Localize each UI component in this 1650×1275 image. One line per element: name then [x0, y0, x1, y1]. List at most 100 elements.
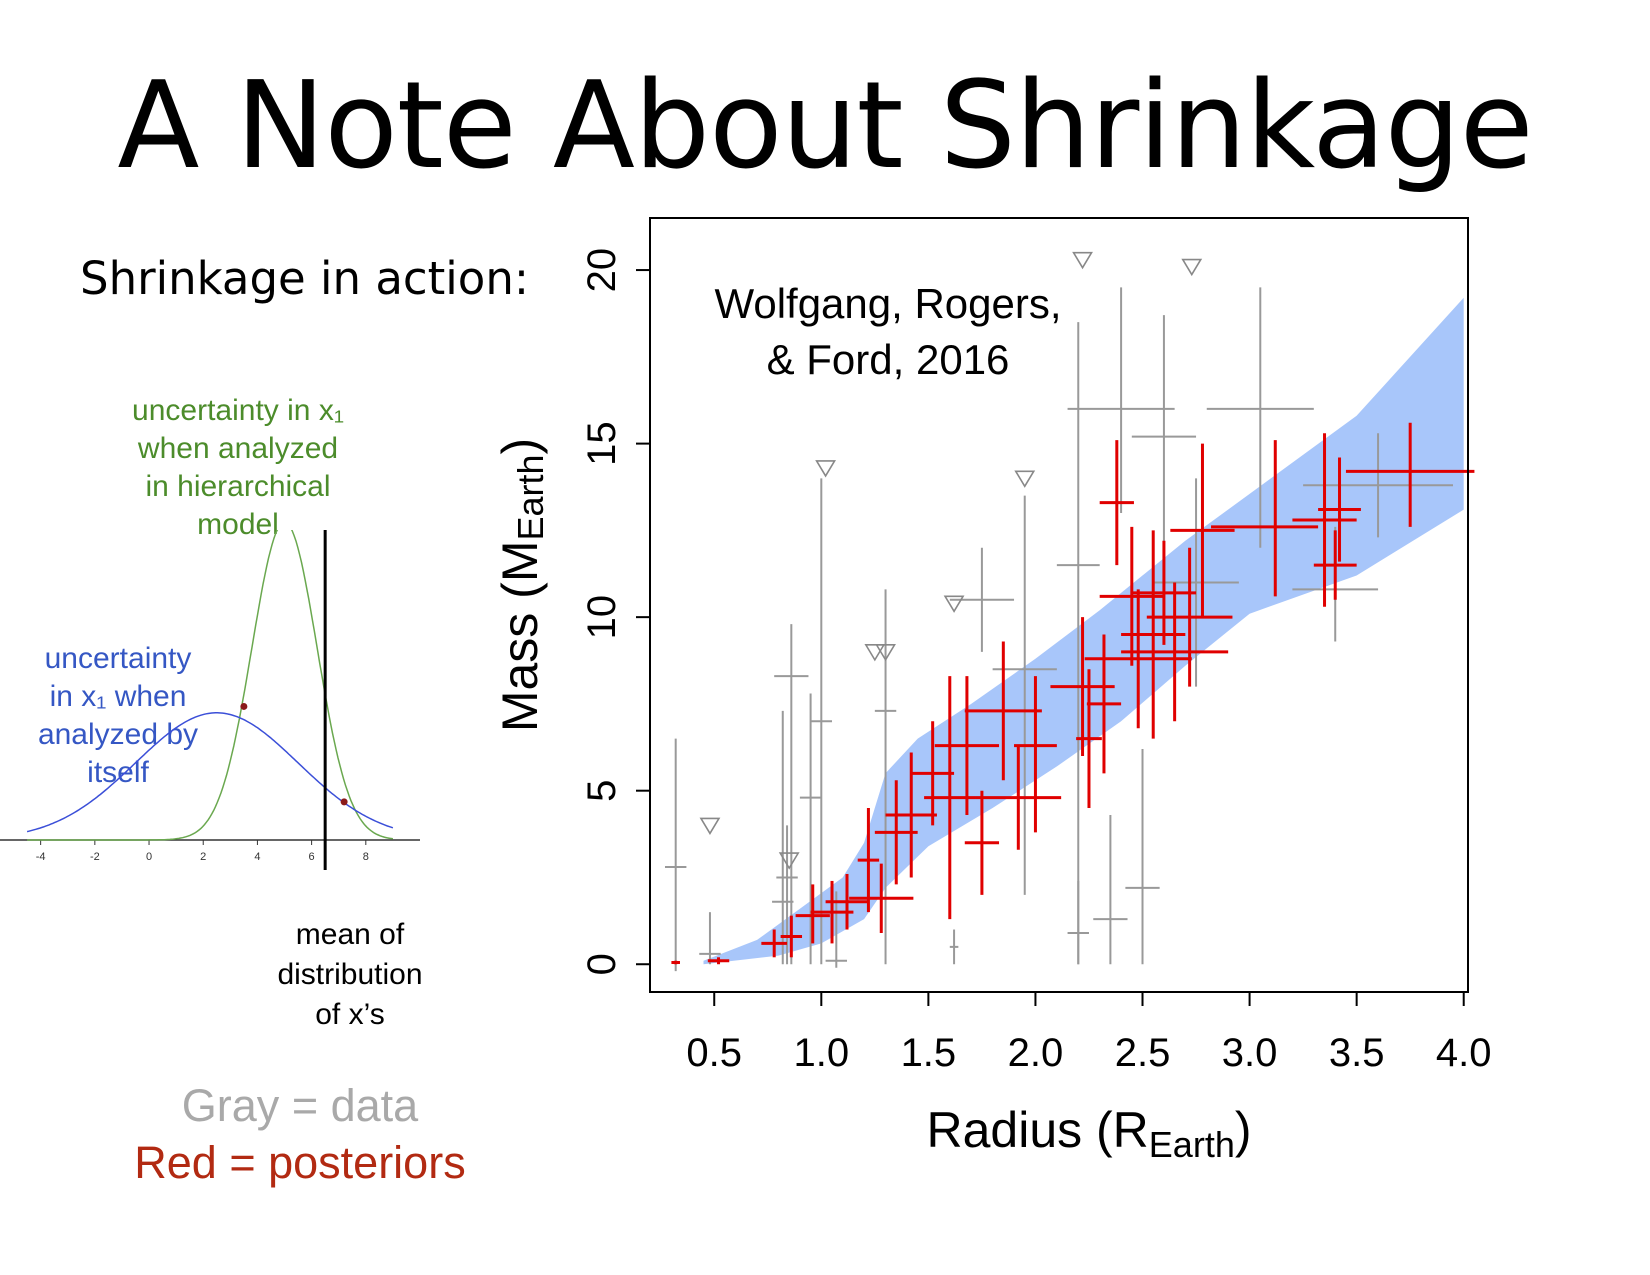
posterior-point [849, 863, 914, 933]
upper-limit-marker [1072, 251, 1093, 270]
data-point [776, 825, 798, 965]
data-point [772, 710, 794, 965]
blue-label-line: analyzed by [37, 718, 199, 751]
data-point [1067, 287, 1175, 514]
posterior-point [1292, 433, 1357, 607]
x-tick-label: 0 [146, 851, 152, 863]
mean-label-line: mean of [295, 918, 405, 951]
posterior-point [1345, 422, 1475, 527]
y-tick-label: 0 [580, 953, 624, 975]
mean-label: mean of distribution of x’s [255, 915, 445, 1035]
upper-limit-marker [864, 644, 886, 662]
x-tick-label: 4.0 [1436, 1031, 1492, 1075]
posterior-point [1121, 582, 1229, 722]
green-label-line: in hierarchical [145, 470, 331, 503]
blue-curve [26, 712, 394, 833]
mean-label-line: of x’s [315, 998, 385, 1031]
blue-curve-label: uncertainty in x₁ when analyzed by itsel… [18, 640, 218, 792]
data-point [1093, 814, 1128, 965]
x-tick-label: 0.5 [686, 1031, 742, 1075]
x-tick-label: 1.5 [901, 1031, 957, 1075]
data-point [949, 929, 959, 965]
x-tick-label: 3.0 [1222, 1031, 1278, 1075]
blue-label-line: uncertainty [44, 642, 192, 675]
posterior-point [1318, 457, 1361, 562]
intersection-point [340, 798, 348, 806]
data-point [1206, 287, 1314, 548]
data-point [799, 693, 822, 965]
posterior-point [707, 957, 730, 965]
slide-title: A Note About Shrinkage [117, 57, 1533, 196]
posterior-point [975, 745, 1062, 850]
y-tick-label: 10 [580, 595, 624, 640]
upper-limit-marker [815, 460, 837, 478]
upper-limit-marker [699, 817, 721, 835]
data-point [1056, 322, 1100, 965]
x-axis-label: Radius (REarth) [927, 1102, 1252, 1165]
mean-label-line: distribution [277, 958, 423, 991]
posterior-point [1146, 547, 1233, 687]
data-point [810, 478, 833, 965]
citation-annotation: Wolfgang, Rogers, [714, 280, 1061, 327]
posterior-point [964, 790, 1000, 895]
x-tick-label: 2.0 [1008, 1031, 1064, 1075]
y-axis-label: Mass (MEarth) [492, 438, 551, 732]
green-label-line: model [197, 508, 279, 541]
posterior-point [1014, 676, 1057, 833]
blue-label-line: in x₁ when [49, 680, 187, 713]
legend-gray: Gray = data [181, 1080, 419, 1131]
citation-annotation: & Ford, 2016 [767, 336, 1010, 383]
posterior-point [1076, 669, 1102, 809]
x-tick-label: -4 [36, 851, 46, 863]
posterior-point [1131, 540, 1197, 645]
y-tick-label: 5 [580, 780, 624, 802]
data-point [1303, 433, 1454, 538]
x-tick-label: 1.0 [794, 1031, 850, 1075]
upper-limit-marker [1181, 258, 1203, 277]
posterior-point [761, 929, 788, 958]
x-tick-label: -2 [90, 851, 100, 863]
x-tick-label: 6 [309, 851, 315, 863]
x-tick-label: 4 [254, 851, 260, 863]
data-point [949, 547, 1015, 652]
data-point [774, 624, 809, 965]
x-tick-label: 2.5 [1115, 1031, 1171, 1075]
x-tick-label: 8 [363, 851, 369, 863]
data-point [1125, 749, 1160, 965]
distribution-chart: -4 -2 0 2 4 6 8 [0, 530, 420, 870]
y-tick-label: 15 [580, 421, 624, 466]
posterior-point [857, 808, 880, 913]
data-point [825, 891, 848, 968]
subheading: Shrinkage in action: [80, 252, 530, 305]
plot-frame [649, 217, 1469, 993]
posterior-point [795, 884, 830, 944]
posterior-point [1211, 440, 1319, 597]
posterior-point [671, 960, 680, 965]
green-curve [27, 530, 394, 841]
posterior-point [964, 641, 1042, 781]
posterior-point [934, 676, 1000, 815]
green-curve-label: uncertainty in x₁ when analyzed in hiera… [108, 392, 368, 544]
x-tick-label: 2 [200, 851, 206, 863]
posterior-point [911, 721, 955, 826]
data-point [664, 738, 687, 972]
posterior-point [1313, 530, 1357, 600]
posterior-point [1170, 443, 1235, 618]
y-tick-label: 20 [580, 248, 624, 293]
data-point [699, 912, 721, 965]
posterior-point [1099, 440, 1134, 566]
legend-red: Red = posteriors [134, 1137, 466, 1188]
upper-limit-marker [1014, 470, 1036, 488]
blue-label-line: itself [87, 756, 149, 789]
green-label-line: uncertainty in x₁ [132, 394, 344, 427]
data-point [874, 589, 897, 965]
x-tick-label: 3.5 [1329, 1031, 1385, 1075]
upper-limit-marker [943, 595, 965, 613]
intersection-point [240, 702, 248, 710]
green-label-line: when analyzed [137, 432, 339, 465]
mass-radius-chart: 0.5 1.0 1.5 2.0 2.5 3.0 3.5 4.0 0 5 10 15 20 Radius (… [492, 217, 1492, 1165]
posterior-point [780, 915, 803, 958]
upper-limit-marker [875, 644, 896, 662]
posterior-point [825, 873, 869, 930]
upper-limit-marker [778, 852, 800, 870]
